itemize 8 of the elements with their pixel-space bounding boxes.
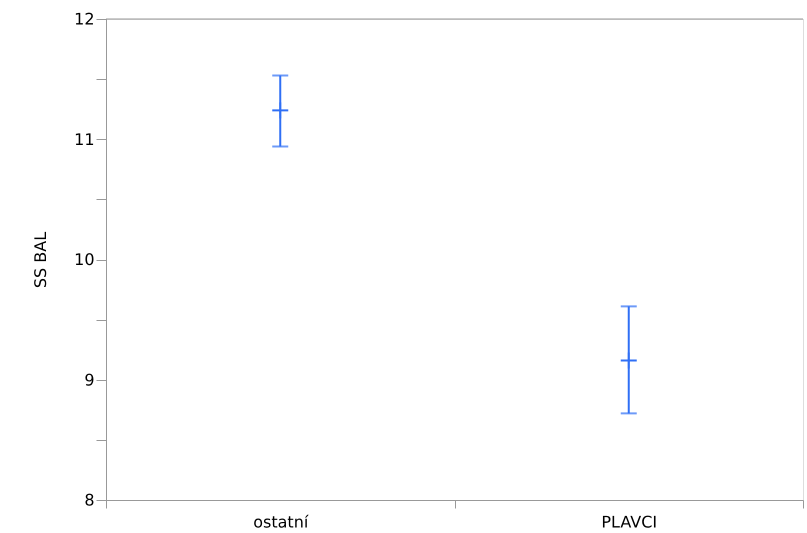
y-tick-label: 12 bbox=[74, 10, 94, 28]
y-axis-title: SS BAL bbox=[31, 232, 50, 288]
y-tick-label: 8 bbox=[84, 490, 94, 510]
y-tick-label: 9 bbox=[84, 370, 94, 390]
y-tick-label: 11 bbox=[74, 130, 94, 149]
x-tick-label: ostatní bbox=[253, 512, 309, 532]
y-tick-label: 10 bbox=[74, 250, 94, 269]
x-tick-label: PLAVCI bbox=[601, 512, 658, 532]
